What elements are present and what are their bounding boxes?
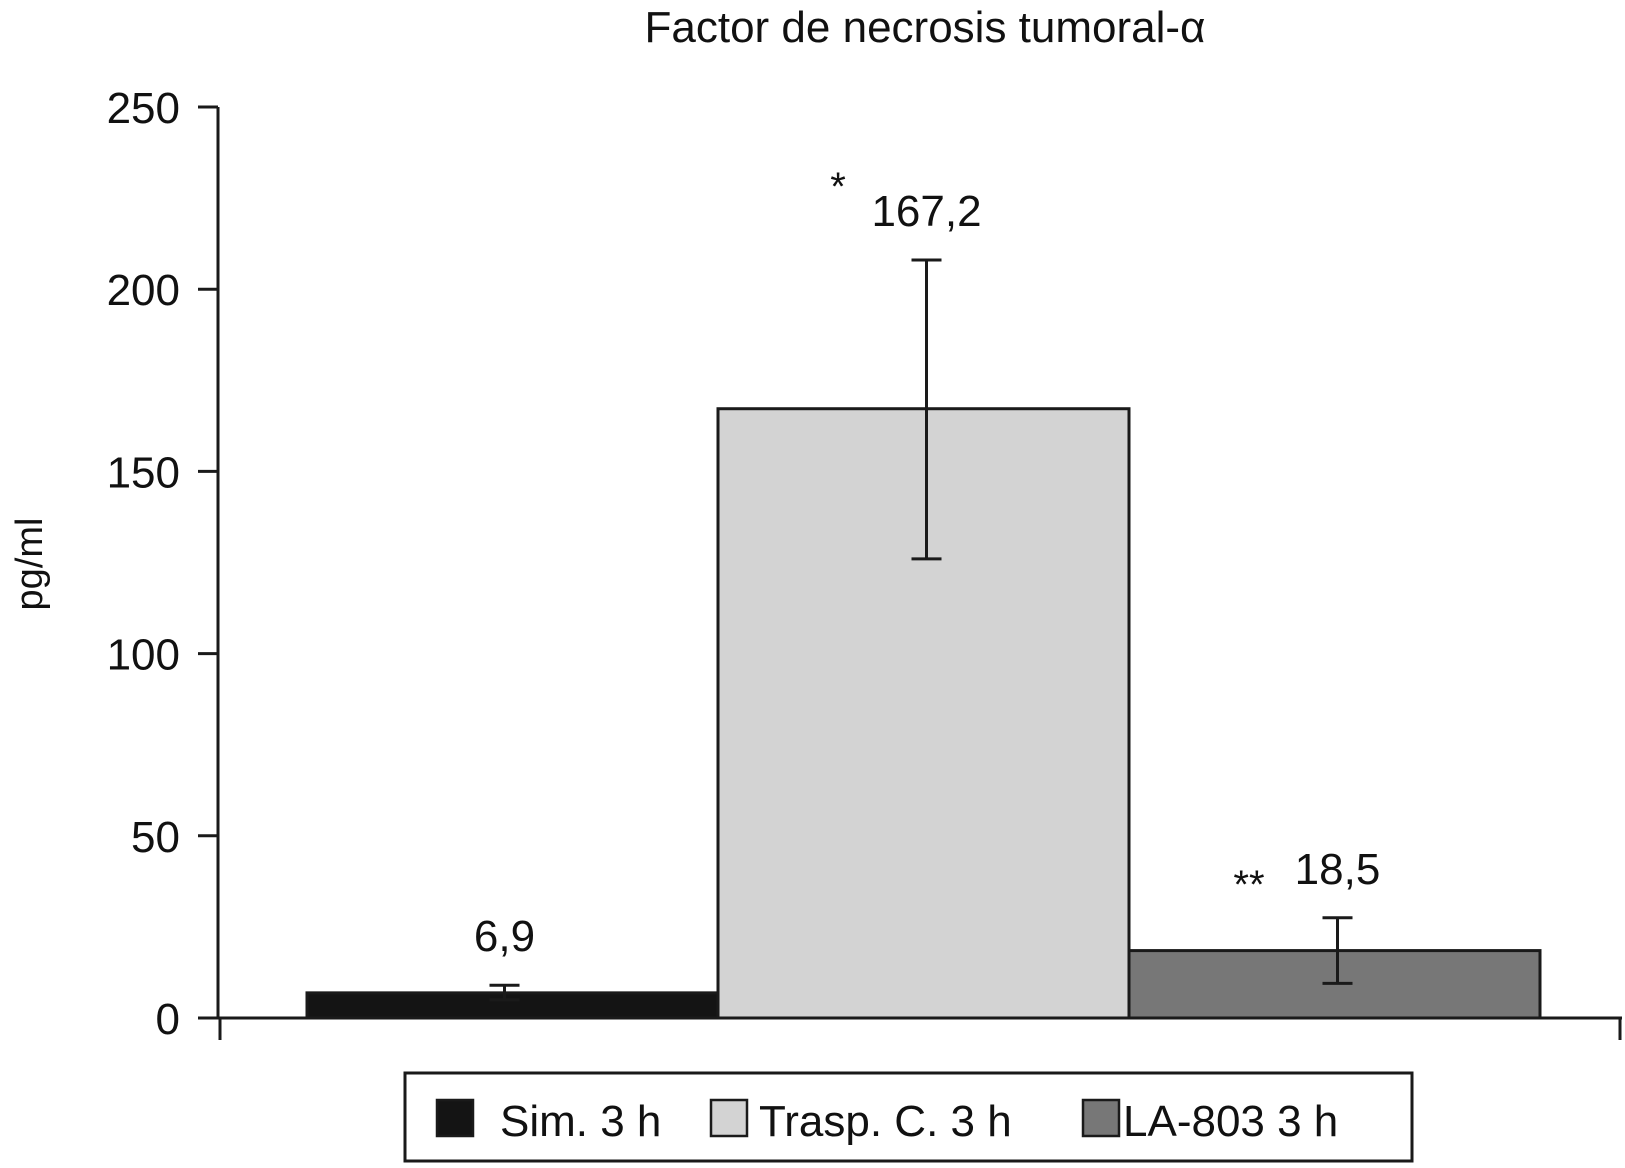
bar <box>716 407 1131 1020</box>
y-tick-label: 250 <box>107 84 180 133</box>
data-label: 167,2 <box>871 187 981 236</box>
legend-box <box>403 1071 1414 1163</box>
y-tick-label: 0 <box>156 995 180 1044</box>
legend: Sim. 3 h Trasp. C. 3 h LA-803 3 h <box>403 1071 1414 1163</box>
y-tick-label: 100 <box>107 631 180 680</box>
legend-swatch <box>1081 1098 1121 1138</box>
chart-title: Factor de necrosis tumoral-α <box>645 3 1206 52</box>
legend-label: Trasp. C. 3 h <box>759 1097 1012 1146</box>
y-axis-label: pg/ml <box>9 518 51 611</box>
y-tick-label: 200 <box>107 266 180 315</box>
bars: 6,9 167,2 * 18,5 ** <box>305 165 1542 1020</box>
legend-label: LA-803 3 h <box>1123 1097 1338 1146</box>
data-label: 6,9 <box>474 912 535 961</box>
legend-swatch <box>435 1098 475 1138</box>
bar <box>305 991 720 1020</box>
significance-marker: ** <box>1233 863 1264 907</box>
significance-marker: * <box>830 165 846 209</box>
legend-swatch <box>709 1098 749 1138</box>
y-tick-label: 150 <box>107 448 180 497</box>
legend-label: Sim. 3 h <box>500 1097 661 1146</box>
y-tick-label: 50 <box>131 813 180 862</box>
data-label: 18,5 <box>1295 845 1381 894</box>
